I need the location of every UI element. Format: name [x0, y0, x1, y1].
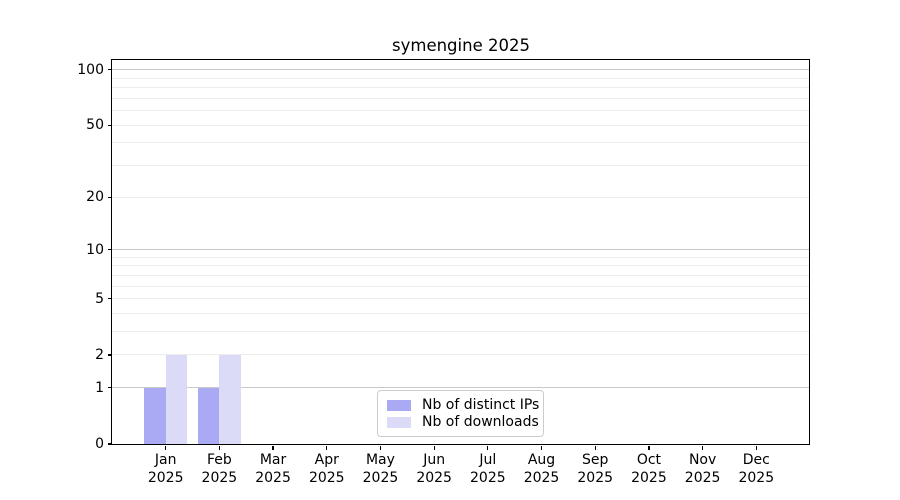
y-tick-mark	[107, 387, 112, 389]
x-tick-mark	[702, 445, 704, 450]
y-tick-label: 10	[86, 241, 104, 258]
x-tick-label: Feb 2025	[201, 452, 238, 486]
minor-gridline	[112, 331, 809, 333]
y-tick-label: 50	[86, 117, 104, 134]
minor-gridline	[112, 196, 809, 198]
minor-gridline	[112, 313, 809, 314]
legend: Nb of distinct IPs Nb of downloads	[377, 390, 544, 437]
y-tick-mark	[107, 69, 112, 71]
x-tick-mark	[272, 445, 274, 450]
x-tick-mark	[379, 445, 382, 450]
x-tick-mark	[648, 445, 650, 450]
plot-area	[111, 59, 810, 445]
legend-swatch-downloads-icon	[387, 416, 411, 428]
x-tick-label: Jul 2025	[470, 452, 506, 486]
x-tick-label: Oct 2025	[631, 452, 667, 486]
minor-gridline	[112, 298, 809, 300]
y-tick-label: 0	[95, 436, 104, 452]
x-tick-label: Mar 2025	[255, 452, 291, 486]
legend-item-distinct-ips: Nb of distinct IPs	[378, 398, 543, 412]
minor-gridline	[112, 165, 809, 167]
chart-title: symengine 2025	[392, 36, 530, 55]
y-tick-label: 2	[95, 346, 104, 363]
minor-gridline	[112, 265, 809, 267]
y-tick-label: 1	[95, 379, 104, 396]
minor-gridline	[112, 87, 809, 89]
bar-distinct-ips	[197, 387, 220, 444]
x-tick-mark	[326, 445, 328, 450]
legend-label-downloads: Nb of downloads	[422, 414, 539, 430]
bar-downloads	[219, 354, 241, 444]
major-gridline	[112, 69, 809, 71]
x-tick-mark	[594, 445, 596, 450]
y-tick-mark	[107, 124, 112, 126]
x-tick-label: May 2025	[362, 452, 399, 486]
x-tick-mark	[218, 445, 220, 450]
x-tick-label: Dec 2025	[738, 452, 775, 486]
minor-gridline	[112, 274, 809, 276]
legend-label-distinct-ips: Nb of distinct IPs	[422, 397, 540, 413]
bar-distinct-ips	[144, 387, 166, 444]
y-tick-label: 100	[77, 61, 104, 78]
x-tick-mark	[433, 445, 435, 450]
y-tick-mark	[107, 196, 112, 198]
x-tick-mark	[755, 445, 757, 450]
y-tick-mark	[107, 248, 112, 251]
y-tick-mark	[107, 354, 112, 356]
minor-gridline	[112, 110, 809, 112]
legend-item-downloads: Nb of downloads	[378, 415, 543, 429]
x-tick-label: Jun 2025	[416, 452, 452, 486]
minor-gridline	[112, 285, 809, 287]
y-tick-label: 5	[95, 290, 104, 307]
x-tick-label: Sep 2025	[577, 452, 614, 486]
x-tick-label: Aug 2025	[523, 452, 560, 486]
minor-gridline	[112, 97, 809, 99]
bar-downloads	[165, 354, 188, 444]
x-tick-mark	[540, 445, 543, 450]
minor-gridline	[112, 256, 809, 258]
minor-gridline	[112, 354, 809, 356]
major-gridline	[112, 248, 809, 251]
minor-gridline	[112, 77, 809, 79]
y-tick-mark	[107, 443, 112, 445]
minor-gridline	[112, 142, 809, 144]
minor-gridline	[112, 124, 809, 126]
x-tick-label: Apr 2025	[308, 452, 345, 486]
x-tick-label: Nov 2025	[684, 452, 721, 486]
y-tick-mark	[107, 298, 112, 300]
x-tick-mark	[487, 445, 489, 450]
legend-swatch-distinct-ips-icon	[387, 399, 411, 411]
y-tick-label: 20	[86, 189, 104, 206]
x-tick-label: Jan 2025	[147, 452, 184, 486]
x-tick-mark	[165, 445, 167, 450]
